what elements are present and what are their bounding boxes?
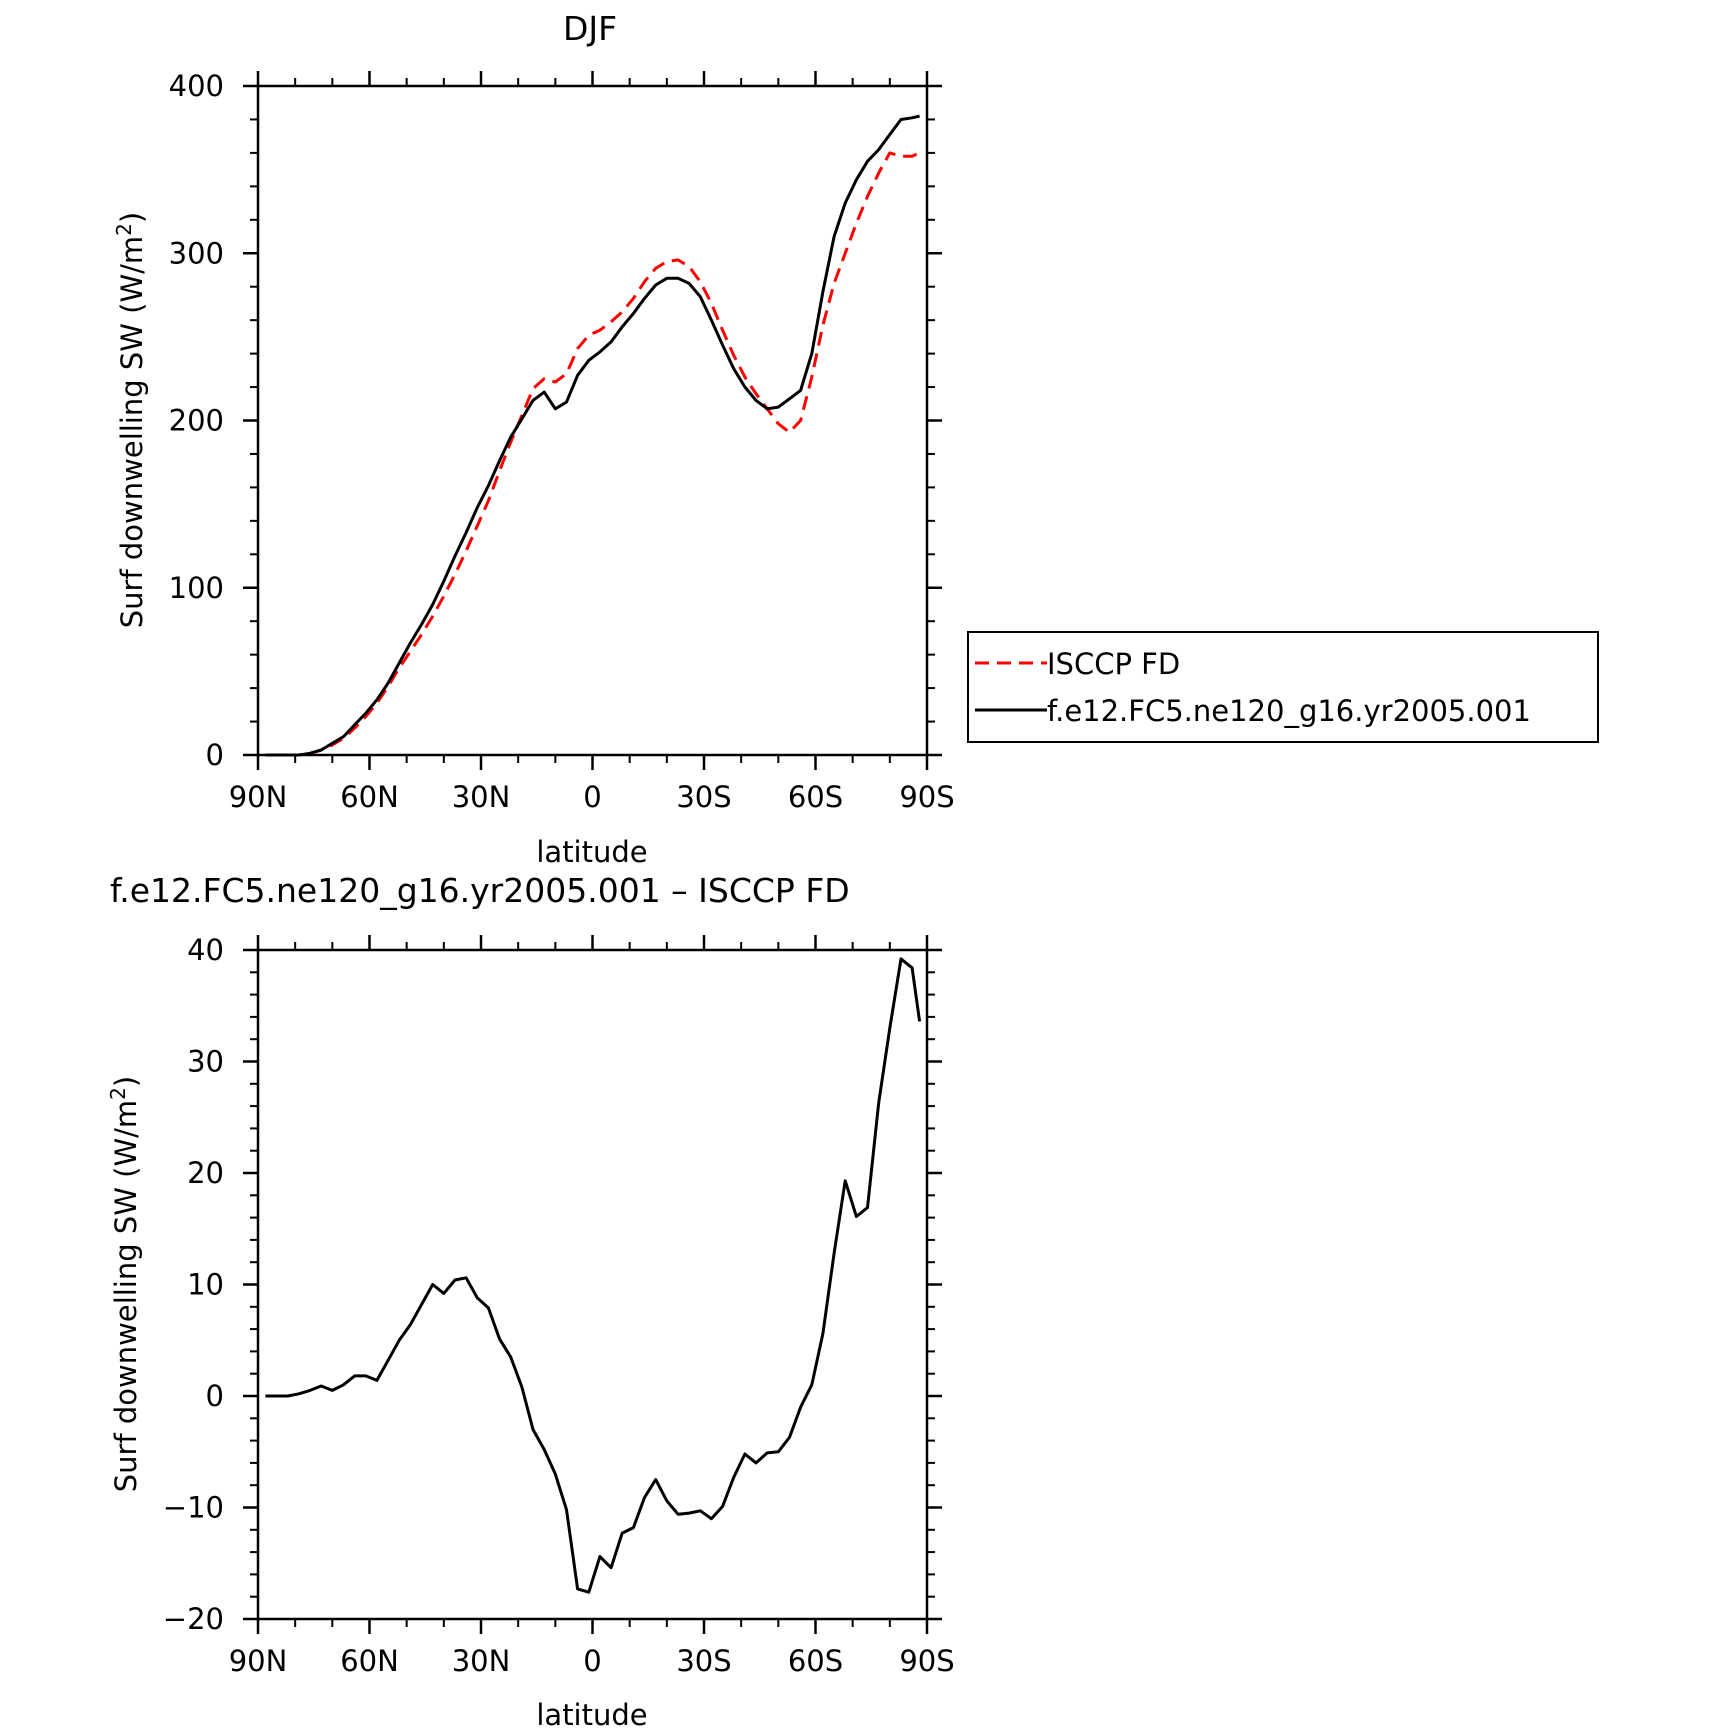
x-tick-label: 90N (229, 780, 288, 814)
x-tick-label: 90N (229, 1644, 288, 1678)
x-tick-label: 0 (583, 1644, 601, 1678)
legend-label-isccp: ISCCP FD (1047, 647, 1180, 681)
x-tick-label: 30S (676, 1644, 731, 1678)
top-x-tick-labels: 90N 60N 30N 0 30S 60S 90S (229, 780, 955, 814)
bottom-y-axis-label: Surf downwelling SW (W/m2) (106, 1076, 143, 1493)
y-tick-label: 40 (187, 933, 224, 967)
top-panel: DJF 0 100 200 300 400 90N 60N 30N 0 30S 60S 90S la… (112, 9, 955, 869)
x-tick-label: 60N (340, 1644, 399, 1678)
bottom-title: f.e12.FC5.ne120_g16.yr2005.001 – ISCCP F… (110, 871, 850, 910)
y-tick-label: 400 (169, 69, 224, 103)
y-tick-label: 200 (169, 404, 224, 438)
bottom-y-tick-labels: −20 −10 0 10 20 30 40 (163, 933, 224, 1636)
y-tick-label: −10 (163, 1491, 224, 1525)
x-tick-label: 30N (452, 1644, 511, 1678)
top-series-group (265, 114, 921, 757)
top-x-axis-label: latitude (536, 835, 647, 869)
y-tick-label: 10 (187, 1268, 224, 1302)
x-tick-label: 60S (788, 1644, 843, 1678)
legend: ISCCP FD f.e12.FC5.ne120_g16.yr2005.001 (967, 631, 1599, 743)
x-tick-label: 90S (899, 780, 954, 814)
bottom-panel: f.e12.FC5.ne120_g16.yr2005.001 – ISCCP F… (106, 871, 955, 1732)
top-y-tick-labels: 0 100 200 300 400 (169, 69, 224, 772)
x-tick-label: 60S (788, 780, 843, 814)
bottom-tick-marks (243, 935, 942, 1634)
top-title: DJF (563, 9, 617, 48)
y-tick-label: 0 (206, 738, 224, 772)
y-tick-label: −20 (163, 1602, 224, 1636)
y-tick-label: 100 (169, 571, 224, 605)
y-tick-label: 30 (187, 1045, 224, 1079)
top-tick-marks (243, 71, 942, 770)
x-tick-label: 90S (899, 1644, 954, 1678)
x-tick-label: 60N (340, 780, 399, 814)
bottom-series-line-model (265, 957, 922, 1594)
bottom-series-group (265, 957, 922, 1594)
legend-box (967, 631, 1599, 743)
top-plot-frame (256, 84, 929, 757)
y-tick-label: 0 (206, 1379, 224, 1413)
top-series-line-isccp-fd (265, 151, 921, 757)
bottom-plot-frame (256, 948, 929, 1621)
x-tick-label: 0 (583, 780, 601, 814)
y-tick-label: 300 (169, 236, 224, 270)
bottom-x-tick-labels: 90N 60N 30N 0 30S 60S 90S (229, 1644, 955, 1678)
legend-label-model: f.e12.FC5.ne120_g16.yr2005.001 (1047, 694, 1531, 728)
top-y-axis-label: Surf downwelling SW (W/m2) (112, 212, 149, 629)
bottom-x-axis-label: latitude (536, 1698, 647, 1732)
x-tick-label: 30N (452, 780, 511, 814)
top-series-line-model (265, 114, 920, 757)
y-tick-label: 20 (187, 1156, 224, 1190)
x-tick-label: 30S (676, 780, 731, 814)
